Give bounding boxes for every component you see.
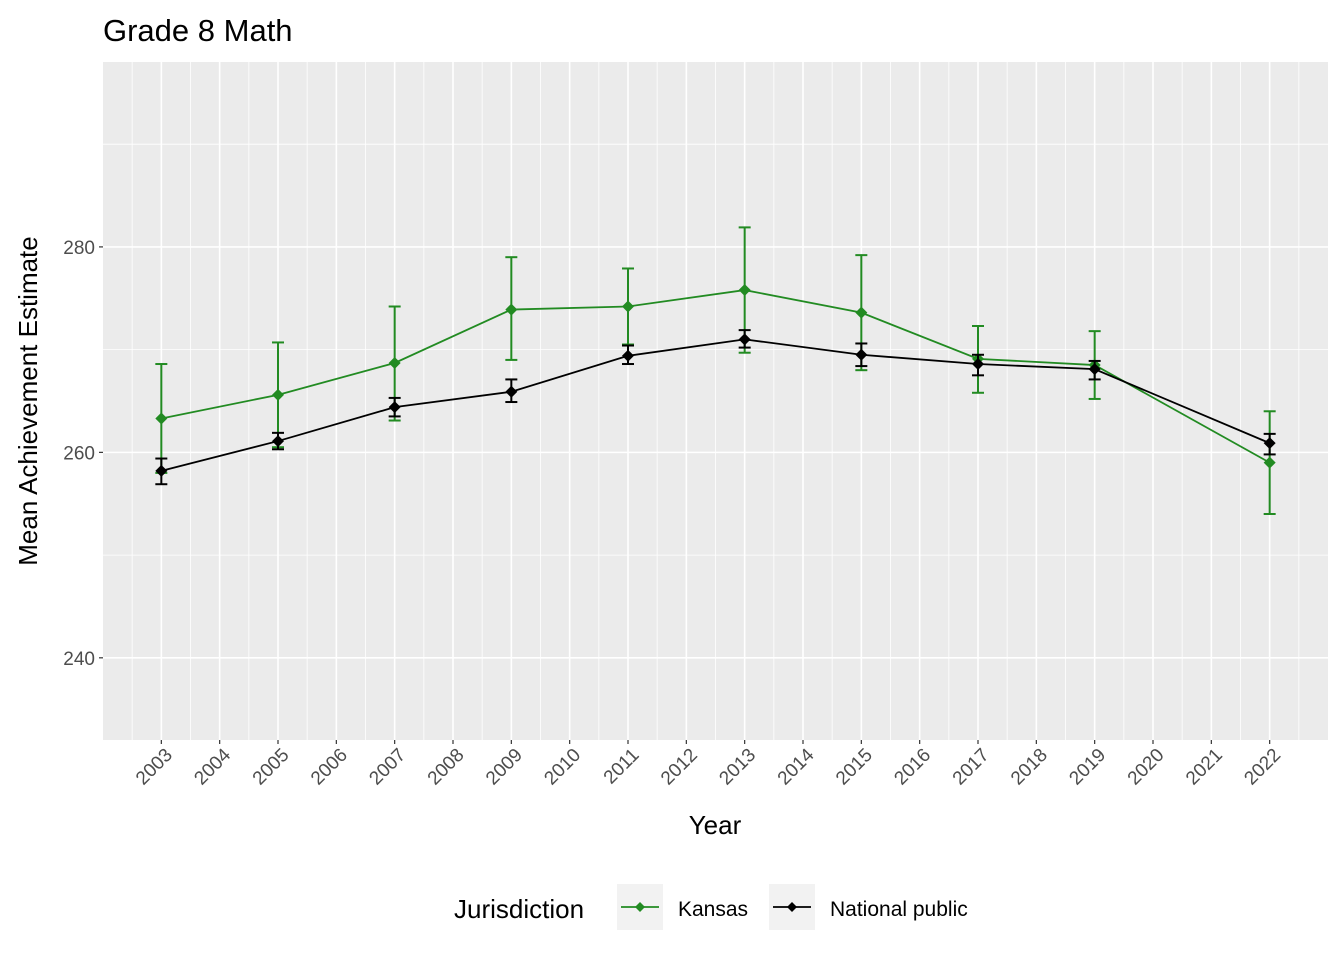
data-point: [1263, 456, 1276, 469]
legend-label: National public: [830, 898, 968, 921]
x-tick-label: 2008: [424, 745, 469, 790]
x-tick-label: 2011: [600, 745, 644, 789]
series-national-public: [155, 329, 1276, 486]
data-point: [855, 348, 868, 361]
series-layer: [155, 226, 1276, 515]
x-axis-label: Year: [689, 810, 742, 840]
legend-key-marker: [635, 902, 645, 912]
data-point: [738, 284, 751, 297]
x-tick-label: 2022: [1240, 745, 1285, 790]
data-point: [272, 388, 284, 401]
x-tick-label: 2006: [307, 745, 352, 790]
x-tick-label: 2013: [715, 745, 760, 790]
data-point: [388, 356, 401, 369]
series-line: [161, 338, 1271, 472]
x-tick-label: 2009: [482, 745, 527, 790]
legend-title: Jurisdiction: [454, 894, 584, 924]
x-tick-label: 2014: [774, 744, 819, 789]
data-point: [155, 412, 168, 425]
x-tick-label: 2019: [1065, 745, 1110, 790]
data-point: [622, 300, 634, 313]
x-tick-label: 2005: [249, 745, 294, 790]
x-tick-label: 2020: [1124, 745, 1169, 790]
x-axis: 2003 2004 2005 2006 2007 2008 2009 2010 2011 2012…: [132, 740, 1285, 789]
data-point: [972, 358, 984, 371]
legend: Jurisdiction Kansas National public: [454, 884, 968, 930]
y-tick-label: 280: [63, 238, 95, 259]
data-point: [738, 333, 751, 346]
x-tick-label: 2015: [832, 745, 877, 790]
x-tick-label: 2016: [890, 745, 935, 790]
data-point: [272, 435, 284, 448]
x-tick-label: 2021: [1182, 745, 1227, 790]
x-tick-label: 2012: [657, 745, 702, 790]
data-point: [505, 303, 518, 316]
series-line: [161, 289, 1271, 464]
x-tick-label: 2007: [365, 745, 410, 790]
y-tick-label: 260: [63, 443, 95, 464]
gridlines: [103, 62, 1328, 740]
x-tick-label: 2010: [540, 745, 585, 790]
legend-label: Kansas: [678, 898, 748, 921]
data-point: [622, 349, 634, 362]
data-point: [1088, 363, 1101, 376]
x-tick-label: 2017: [949, 745, 994, 790]
y-axis-label: Mean Achievement Estimate: [13, 236, 43, 566]
y-tick-label: 240: [63, 649, 95, 670]
legend-key-marker: [787, 902, 797, 912]
legend-item: National public: [769, 884, 968, 930]
data-point: [505, 385, 518, 398]
x-tick-label: 2004: [190, 744, 235, 789]
data-point: [1263, 437, 1276, 450]
chart-title: Grade 8 Math: [103, 13, 293, 48]
x-tick-label: 2018: [1007, 745, 1052, 790]
data-point: [388, 401, 401, 414]
x-tick-label: 2003: [132, 745, 177, 790]
legend-item: Kansas: [617, 884, 748, 930]
data-point: [155, 464, 168, 477]
data-point: [855, 306, 868, 319]
y-axis: 240 260 280: [63, 238, 103, 670]
